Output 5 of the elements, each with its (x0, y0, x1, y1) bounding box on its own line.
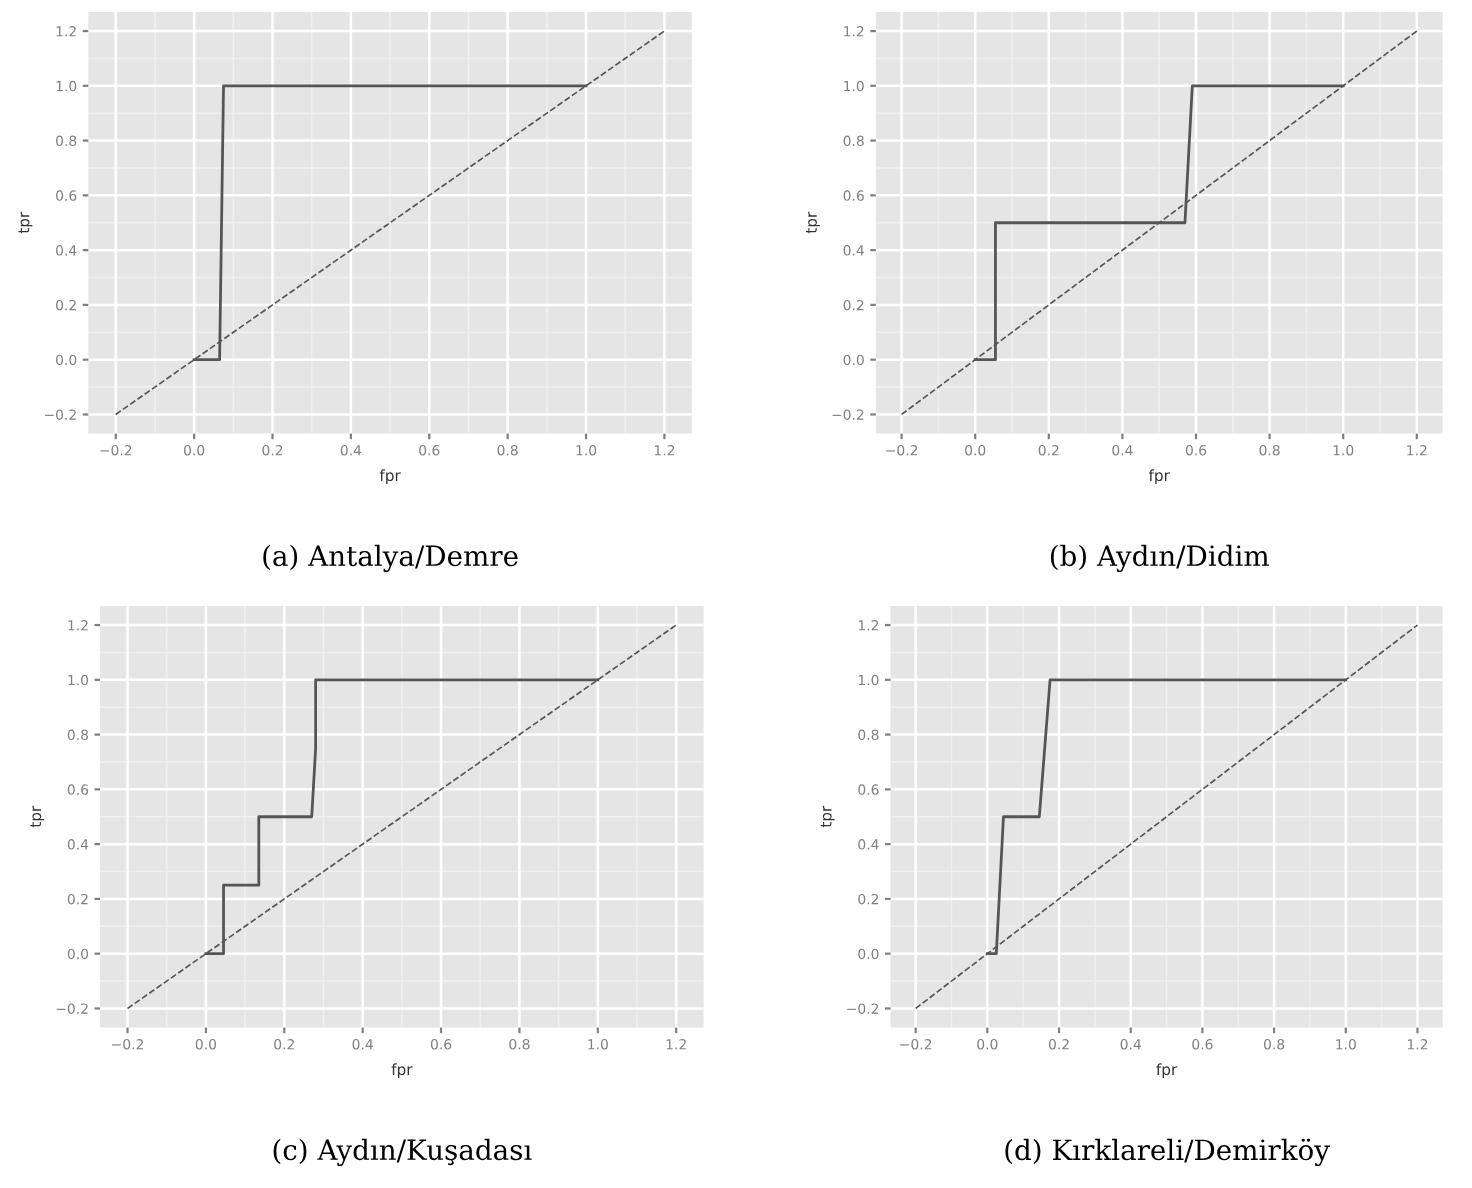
text: (a) Antalya/Demre (263, 544, 518, 572)
text: (b) Aydın/Didim (1050, 544, 1269, 572)
line-series (204, 678, 600, 956)
text: (c) Aydın/Kuşadası (273, 1138, 532, 1166)
text: (d) Kırklareli/Demirköy (1005, 1138, 1330, 1167)
